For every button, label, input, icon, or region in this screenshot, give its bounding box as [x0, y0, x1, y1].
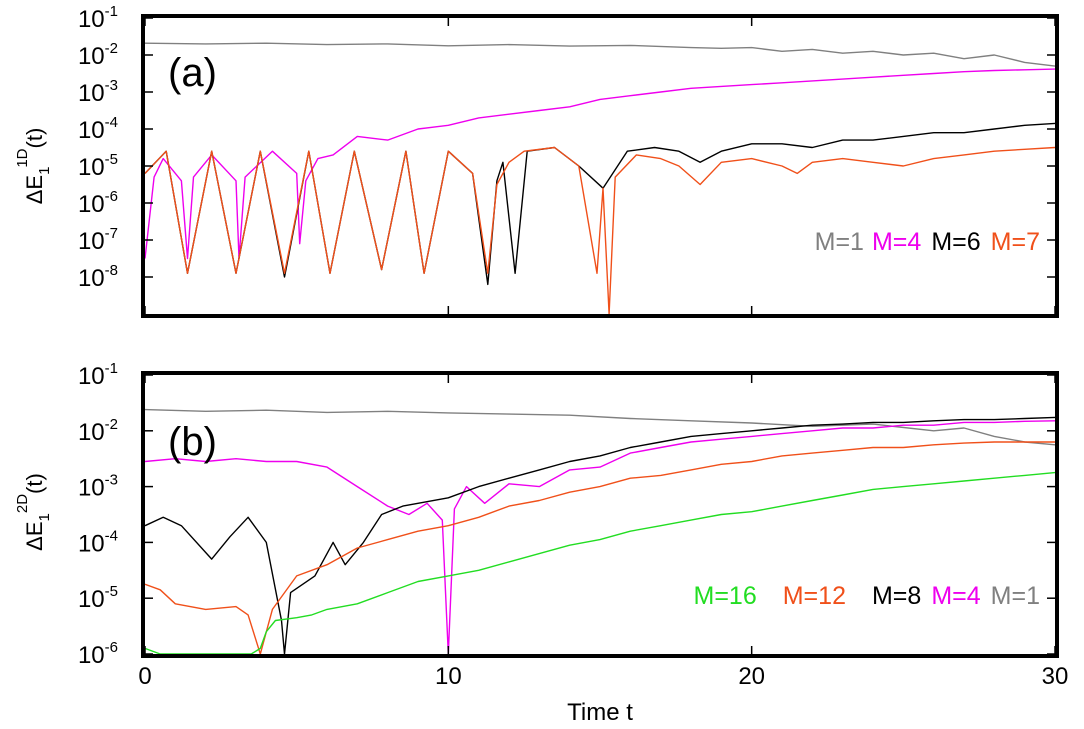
- legend-entry-m-1: M=1: [815, 228, 864, 256]
- y-tick-label: 10-7: [78, 225, 118, 255]
- series-line-m-1: [145, 408, 1055, 446]
- panel-b-legend: M=16 M=12 M=8 M=4 M=1: [694, 582, 1041, 610]
- x-tick-label: 30: [1042, 663, 1069, 690]
- y-tick-label: 10-6: [78, 639, 118, 669]
- panel-a-ylabel-main: ΔE: [22, 175, 47, 204]
- panel-a-ylabel-tail: (t): [22, 128, 47, 149]
- panel-a-frame: [141, 14, 1059, 318]
- panel-b-ylabel: ΔE1 2D(t): [14, 473, 53, 551]
- series-line-m-1: [145, 42, 1055, 67]
- legend-entry-m-16: M=16: [694, 582, 757, 610]
- panel-a-ylabel: ΔE1 1D(t): [14, 128, 53, 205]
- x-axis-ticks: 0 10 20 30: [138, 663, 1068, 690]
- legend-entry-m-7: M=7: [991, 228, 1040, 256]
- x-axis-label: Time t: [567, 699, 633, 726]
- panel-a-ylabel-sup: 1D: [14, 148, 31, 167]
- panel-a: 10-810-710-610-510-410-310-210-1 (a) ΔE1…: [14, 3, 1059, 318]
- panel-b-label: (b): [168, 420, 217, 464]
- legend-entry-m-4: M=4: [931, 582, 980, 610]
- panel-a-series: [145, 42, 1055, 314]
- panel-a-ylabel-sub: 1: [36, 167, 53, 175]
- series-line-m-12: [145, 441, 1055, 654]
- y-tick-label: 10-5: [78, 151, 118, 181]
- y-tick-label: 10-8: [78, 262, 118, 292]
- y-tick-label: 10-5: [78, 583, 118, 613]
- y-tick-label: 10-1: [78, 3, 118, 33]
- y-tick-label: 10-6: [78, 188, 118, 218]
- legend-row: M=1 M=4 M=6 M=7: [815, 228, 1040, 256]
- y-tick-label: 10-3: [78, 77, 118, 107]
- panel-b-series: [145, 408, 1055, 654]
- legend-entry-m-4: M=4: [872, 228, 921, 256]
- panel-b: 10-6 10-5 10-4 10-3 10-2 10-1 (b) ΔE1 2D(t) M=…: [14, 360, 1059, 669]
- legend-entry-m-8: M=8: [872, 582, 921, 610]
- legend-entry-m-6: M=6: [931, 228, 980, 256]
- series-line-m-8: [145, 416, 1055, 654]
- x-tick-label: 20: [738, 663, 765, 690]
- series-line-m-4: [145, 68, 1055, 260]
- legend-entry-m-1: M=1: [991, 582, 1040, 610]
- panel-b-ylabel-main: ΔE: [22, 521, 47, 550]
- y-tick-label: 10-4: [78, 114, 118, 144]
- svg-text:ΔE11D(t): ΔE1 1D(t): [14, 128, 53, 205]
- panel-a-legend: M=1 M=4 M=6 M=7: [815, 228, 1040, 256]
- panel-b-ylabel-tail: (t): [22, 473, 47, 494]
- y-tick-label: 10-2: [78, 416, 118, 446]
- x-tick-label: 10: [435, 663, 462, 690]
- panel-b-frame: [141, 371, 1059, 658]
- series-line-m-7: [145, 146, 1055, 314]
- panel-b-ylabel-sub: 1: [36, 513, 53, 521]
- svg-text:ΔE12D(t): ΔE1 2D(t): [14, 473, 53, 551]
- panel-a-y-ticks: 10-8 10-7 10-6 10-5 10-4 10-3 10-2 10-1: [78, 3, 1057, 316]
- y-tick-label: 10-2: [78, 40, 118, 70]
- y-tick-label: 10-3: [78, 472, 118, 502]
- y-tick-label: 10-1: [78, 360, 118, 390]
- y-tick-label: 10-4: [78, 527, 118, 557]
- panel-b-y-ticks: 10-6 10-5 10-4 10-3 10-2 10-1: [78, 360, 1057, 669]
- series-line-m-4: [145, 420, 1055, 654]
- panel-b-ylabel-sup: 2D: [14, 494, 31, 513]
- x-tick-label: 0: [138, 663, 151, 690]
- series-line-m-16: [145, 471, 1055, 654]
- legend-entry-m-12: M=12: [783, 582, 846, 610]
- legend-row: M=16 M=12 M=8 M=4 M=1: [694, 582, 1041, 610]
- panel-a-label: (a): [168, 51, 217, 95]
